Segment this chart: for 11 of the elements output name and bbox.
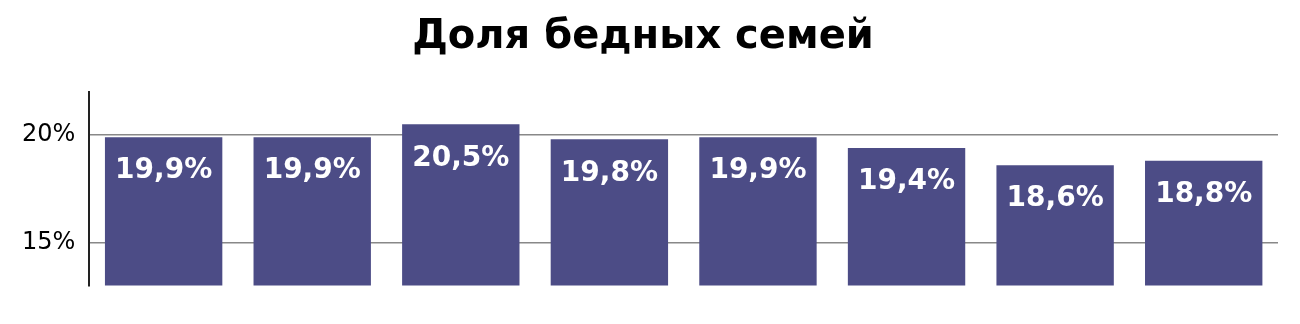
data-label: 20,5% — [412, 139, 510, 173]
data-label: 19,9% — [115, 152, 213, 186]
data-label: 19,9% — [709, 152, 807, 186]
y-tick-label: 15% — [22, 226, 76, 255]
data-label: 18,8% — [1155, 176, 1253, 210]
data-label: 19,9% — [263, 152, 361, 186]
chart-title: Доля бедных семей — [412, 11, 874, 58]
data-label: 18,6% — [1006, 180, 1104, 214]
data-label: 19,8% — [560, 154, 658, 188]
y-tick-label: 20% — [22, 119, 76, 148]
data-label: 19,4% — [857, 163, 956, 197]
